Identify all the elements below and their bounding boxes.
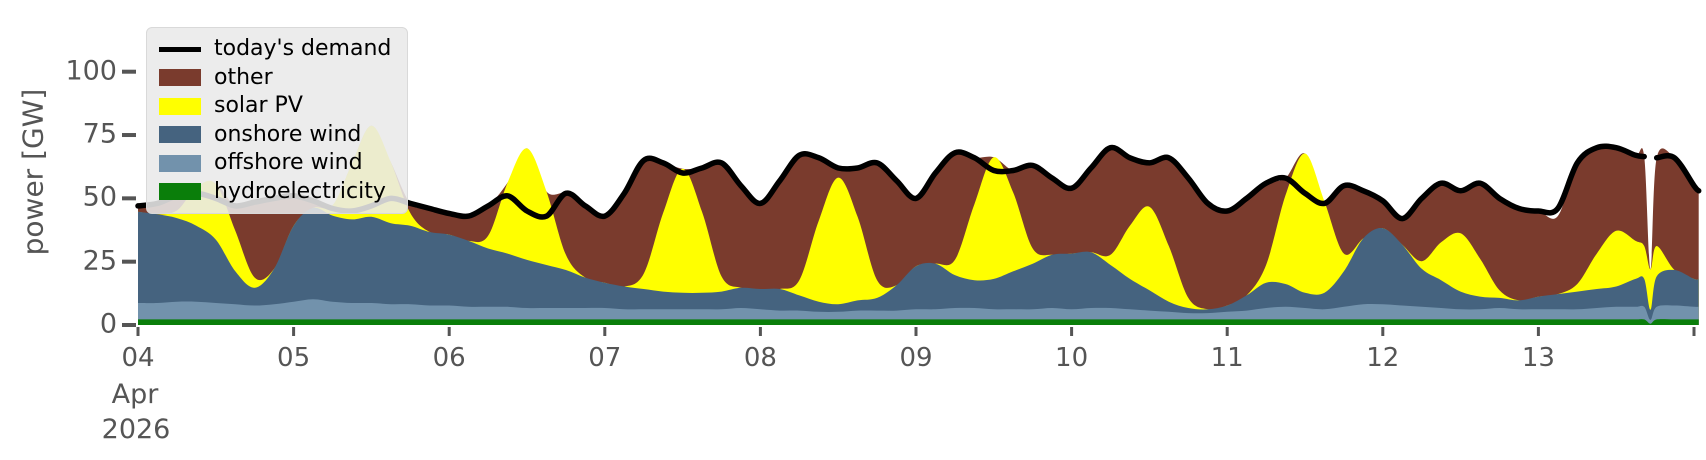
legend-item-other: other xyxy=(159,64,391,93)
legend-item-today-s-demand: today's demand xyxy=(159,35,391,64)
y-tick-label: 25 xyxy=(82,244,117,276)
x-tick-label: 10 xyxy=(1055,343,1089,373)
legend-item-hydroelectricity: hydroelectricity xyxy=(159,178,391,207)
legend-label: solar PV xyxy=(214,93,303,119)
x-tick-label: 06 xyxy=(432,343,466,373)
x-tick-label: 11 xyxy=(1210,343,1244,373)
legend-color-swatch xyxy=(159,183,201,201)
legend-color-swatch xyxy=(159,126,201,144)
legend-label: other xyxy=(214,64,273,90)
y-axis-label: power [GW] xyxy=(16,88,50,256)
x-axis-month-label: Apr xyxy=(111,379,159,410)
legend-item-solar-pv: solar PV xyxy=(159,92,391,121)
legend-label: offshore wind xyxy=(214,150,363,176)
legend-color-swatch xyxy=(159,154,201,172)
legend-label: onshore wind xyxy=(214,121,362,147)
x-axis-year-label: 2026 xyxy=(101,414,171,445)
x-tick-label: 09 xyxy=(899,343,933,373)
x-tick-label: 04 xyxy=(121,343,155,373)
area-hydroelectricity xyxy=(138,319,1699,325)
area-offshore-wind xyxy=(138,299,1699,325)
legend-color-swatch xyxy=(159,97,201,115)
y-tick-label: 100 xyxy=(65,54,117,86)
y-tick-label: 0 xyxy=(99,308,117,340)
legend-label: today's demand xyxy=(214,36,392,62)
x-tick-label: 08 xyxy=(743,343,777,373)
y-tick-label: 75 xyxy=(82,118,117,150)
legend: today's demand other solar PV onshore wind o… xyxy=(146,27,409,214)
demand-line xyxy=(1653,153,1702,194)
x-tick-label: 05 xyxy=(277,343,311,373)
x-tick-label: 07 xyxy=(588,343,622,373)
y-tick-label: 50 xyxy=(82,181,117,213)
legend-line-swatch xyxy=(159,46,201,52)
legend-item-offshore-wind: offshore wind xyxy=(159,149,391,178)
area-onshore-wind xyxy=(138,207,1699,325)
legend-item-onshore-wind: onshore wind xyxy=(159,121,391,150)
x-tick-label: 13 xyxy=(1521,343,1555,373)
legend-label: hydroelectricity xyxy=(214,178,386,204)
x-tick-label: 12 xyxy=(1366,343,1400,373)
legend-color-swatch xyxy=(159,69,201,87)
